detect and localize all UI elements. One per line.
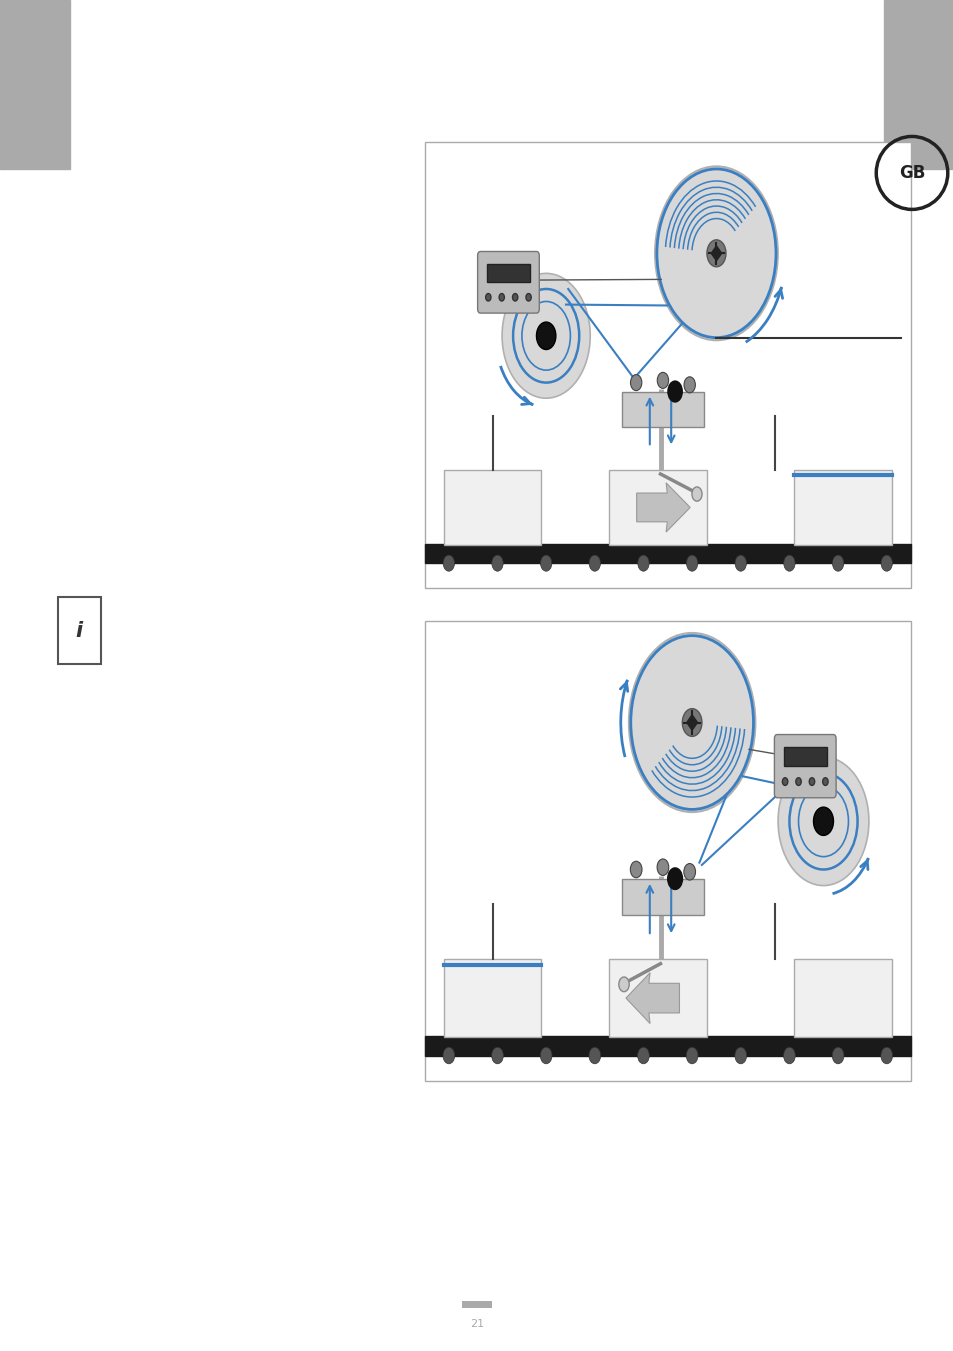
- Circle shape: [618, 977, 629, 992]
- Circle shape: [630, 861, 641, 878]
- Circle shape: [782, 1047, 795, 1063]
- Polygon shape: [686, 715, 697, 730]
- Circle shape: [831, 1047, 843, 1063]
- Circle shape: [539, 1047, 552, 1063]
- Circle shape: [734, 1047, 746, 1063]
- Circle shape: [501, 273, 590, 399]
- Bar: [621, 392, 703, 427]
- Bar: [443, 470, 540, 546]
- Bar: [794, 470, 891, 546]
- Text: i: i: [75, 621, 83, 640]
- Circle shape: [683, 377, 695, 393]
- Circle shape: [492, 555, 502, 571]
- Circle shape: [880, 1047, 892, 1063]
- Circle shape: [630, 374, 641, 390]
- FancyArrow shape: [636, 482, 689, 532]
- Circle shape: [832, 555, 842, 571]
- Circle shape: [442, 1047, 455, 1063]
- Polygon shape: [711, 246, 720, 261]
- Bar: [609, 470, 706, 546]
- Circle shape: [666, 867, 682, 890]
- FancyArrow shape: [625, 973, 679, 1024]
- Circle shape: [638, 555, 648, 571]
- Bar: [0, 0, 70, 169]
- Bar: [58, 597, 101, 665]
- Bar: [783, 747, 825, 766]
- Bar: [424, 621, 910, 1081]
- Circle shape: [821, 778, 827, 785]
- Circle shape: [706, 240, 725, 266]
- Circle shape: [683, 863, 695, 880]
- Circle shape: [685, 1047, 698, 1063]
- Circle shape: [795, 778, 801, 785]
- Circle shape: [808, 778, 814, 785]
- Circle shape: [491, 1047, 503, 1063]
- Circle shape: [778, 757, 868, 886]
- Circle shape: [588, 1047, 600, 1063]
- Circle shape: [443, 555, 454, 571]
- Text: GB: GB: [898, 163, 924, 182]
- Circle shape: [498, 293, 504, 301]
- Circle shape: [735, 555, 745, 571]
- Bar: [794, 959, 891, 1038]
- Circle shape: [681, 709, 701, 736]
- Bar: [443, 959, 540, 1038]
- Circle shape: [485, 293, 491, 301]
- Circle shape: [628, 632, 755, 812]
- Circle shape: [589, 555, 599, 571]
- Circle shape: [637, 1047, 649, 1063]
- Circle shape: [525, 293, 531, 301]
- Circle shape: [783, 555, 794, 571]
- Bar: [424, 544, 910, 563]
- Bar: [461, 1301, 492, 1308]
- Circle shape: [691, 486, 701, 501]
- Bar: [424, 142, 910, 588]
- Circle shape: [666, 381, 682, 403]
- Circle shape: [536, 322, 556, 350]
- Circle shape: [655, 166, 777, 340]
- Circle shape: [657, 373, 668, 388]
- Text: 21: 21: [470, 1319, 483, 1329]
- Circle shape: [781, 778, 787, 785]
- Circle shape: [512, 293, 517, 301]
- Circle shape: [813, 807, 833, 835]
- Circle shape: [540, 555, 551, 571]
- FancyBboxPatch shape: [477, 251, 538, 313]
- Circle shape: [686, 555, 697, 571]
- Bar: [424, 1036, 910, 1055]
- Circle shape: [881, 555, 891, 571]
- Circle shape: [657, 859, 668, 875]
- FancyBboxPatch shape: [774, 735, 835, 797]
- Bar: [621, 878, 703, 916]
- Bar: [883, 0, 953, 169]
- Bar: [609, 959, 706, 1038]
- Bar: [487, 263, 529, 282]
